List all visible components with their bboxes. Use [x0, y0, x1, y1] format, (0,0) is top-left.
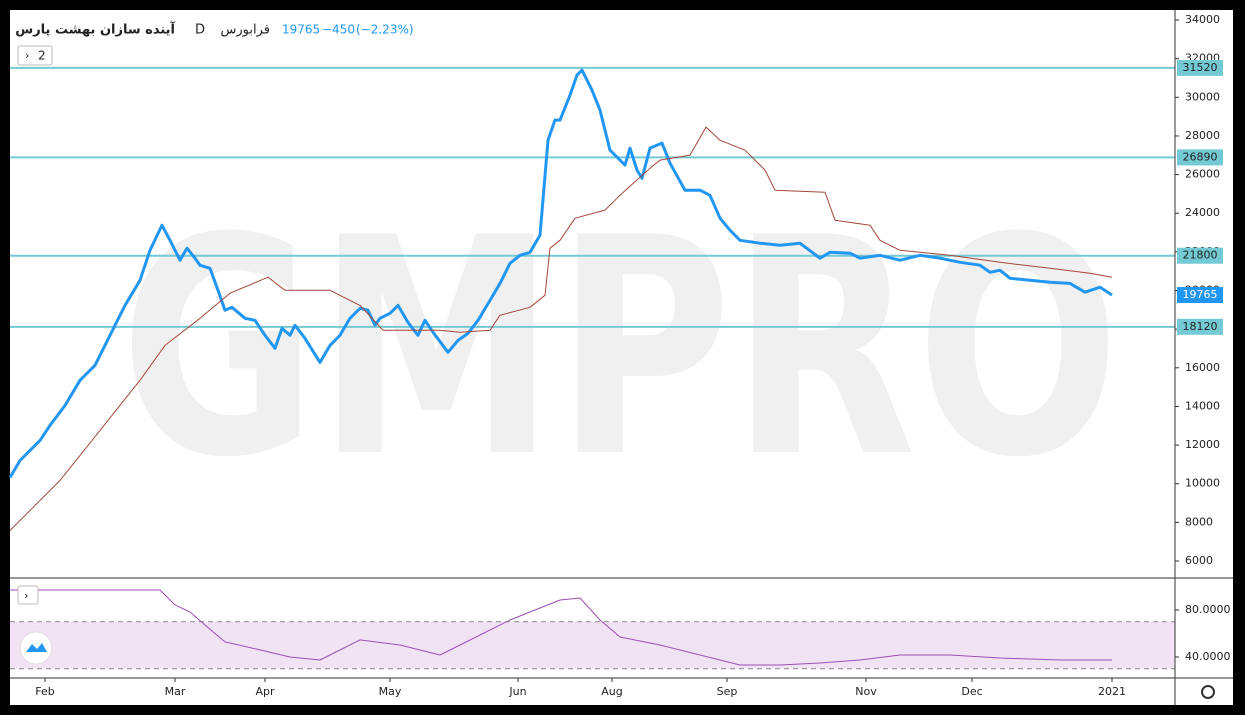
change-percent: (−2.23%): [356, 23, 414, 37]
price-line: [10, 589, 1112, 666]
legend-count: 2: [38, 49, 46, 63]
symbol-name: آینده سازان بهشت پارس: [15, 21, 175, 38]
level-label: 18120: [1183, 320, 1218, 333]
y-tick-label: 6000: [1185, 554, 1213, 567]
level-label: 26890: [1183, 150, 1218, 163]
y-tick-label: 16000: [1185, 361, 1220, 374]
pane-toggle[interactable]: [17, 585, 39, 605]
last-price-box: [1177, 287, 1223, 304]
price-line: [8, 68, 1113, 479]
y-tick-label: 28000: [1185, 129, 1220, 142]
x-tick-label: Sep: [717, 685, 738, 698]
y-tick-label: 34000: [1185, 13, 1220, 26]
level-label: 21800: [1183, 249, 1218, 262]
x-tick-label: Mar: [165, 685, 186, 698]
y-tick-label: 30000: [1185, 90, 1220, 103]
y-tick-label: 10000: [1185, 477, 1220, 490]
chart-background: [10, 10, 1233, 705]
y-tick-label: 12000: [1185, 438, 1220, 451]
band-fill: [10, 621, 1175, 669]
x-tick-label: Jun: [508, 685, 526, 698]
x-tick-label: May: [379, 685, 402, 698]
y-tick-label: 80.0000: [1185, 603, 1231, 616]
y-tick-label: 14000: [1185, 399, 1220, 412]
y-tick-label: 24000: [1185, 206, 1220, 219]
x-tick-label: Aug: [601, 685, 622, 698]
x-tick-label: 2021: [1098, 685, 1126, 698]
logo-icon: [26, 643, 47, 652]
x-tick-label: Nov: [855, 685, 877, 698]
settings-button[interactable]: [1201, 685, 1215, 699]
level-label-box: [1177, 247, 1223, 264]
y-tick-label: 8000: [1185, 515, 1213, 528]
close-value: 19765: [282, 23, 320, 37]
change-value: −450: [322, 23, 355, 37]
y-tick-label: 26000: [1185, 168, 1220, 181]
last-price-label: 19765: [1183, 288, 1218, 301]
exchange: فرابورس: [221, 23, 270, 38]
level-label-box: [1177, 318, 1223, 335]
level-label: 31520: [1183, 61, 1218, 74]
x-tick-label: Feb: [35, 685, 54, 698]
x-tick-label: Apr: [255, 685, 275, 698]
watermark: GMPRO: [120, 174, 1120, 523]
x-tick-label: Dec: [961, 685, 982, 698]
legend-toggle[interactable]: [17, 45, 53, 66]
legend-arrow: ›: [25, 49, 29, 62]
level-label-box: [1177, 59, 1223, 76]
pane-arrow: ›: [24, 589, 28, 602]
y-tick-label: 40.0000: [1185, 650, 1231, 663]
interval: D: [195, 23, 205, 38]
price-line: [9, 126, 1113, 531]
level-label-box: [1177, 149, 1223, 166]
